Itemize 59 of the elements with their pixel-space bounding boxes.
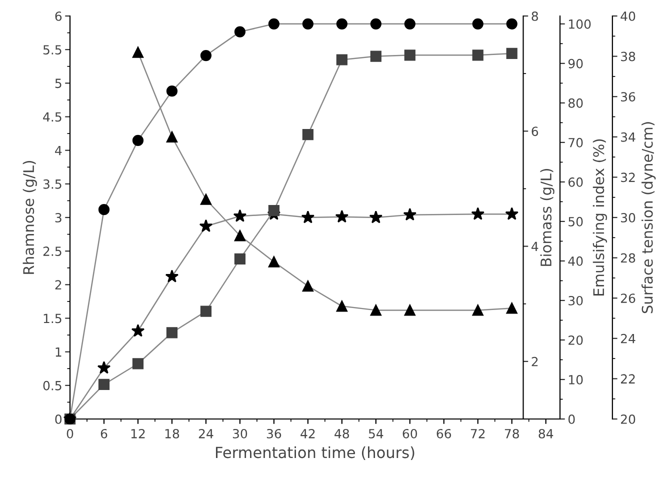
y-tick-label: 40: [620, 11, 636, 21]
y-tick-label: 20: [620, 414, 636, 424]
y-tick-label: 3.5: [43, 179, 62, 189]
x-tick-label: 60: [402, 428, 418, 438]
y-tick-label: 0.5: [43, 380, 62, 390]
y-tick-label: 6: [55, 11, 62, 21]
y3-tick-label: 100: [569, 19, 591, 29]
x-tick-label: 54: [368, 429, 384, 438]
y-tick-label: 32: [621, 172, 635, 182]
y3-tick-label: 30: [568, 296, 583, 306]
x-tick-label: 24: [198, 428, 214, 438]
y-tick-label: 38: [621, 52, 636, 62]
y-tick-label: 28: [620, 253, 636, 263]
x-tick-label: 18: [165, 428, 180, 438]
y3-tick-label: 0: [568, 414, 575, 424]
y-tick-label: 24: [620, 334, 636, 344]
y-tick-label: 2: [55, 280, 62, 290]
y3-tick-label: 40: [568, 256, 583, 266]
y2-tick-label: 8: [532, 11, 538, 21]
y3-tick-label: 20: [568, 335, 583, 345]
y-tick-label: 26: [620, 294, 636, 304]
y2-tick-label: 2: [532, 356, 538, 366]
x-tick-label: 36: [266, 428, 282, 438]
x-tick-label: 42: [300, 428, 315, 438]
y2-tick-label: 4: [532, 242, 538, 252]
y-tick-label: 1.5: [44, 314, 62, 324]
y-tick-label: 34: [621, 132, 636, 142]
y3-tick-label: 90: [568, 58, 583, 68]
x-tick-label: 84: [538, 428, 554, 438]
y-axis-title: Surface tension (dyne/cm): [642, 122, 656, 314]
y-tick-label: 30: [621, 212, 636, 222]
y-tick-label: 4: [55, 146, 62, 156]
x-tick-label: 48: [334, 428, 350, 438]
x-tick-label: 0: [66, 428, 74, 438]
y-tick-label: 5.5: [43, 45, 62, 55]
y2-axis-title: Biomass (g/L): [540, 168, 554, 266]
y3-tick-label: 60: [568, 177, 583, 187]
x-axis-title: Fermentation time (hours): [216, 446, 414, 460]
x-tick-label: 12: [131, 428, 145, 438]
y-tick-label: 5: [55, 78, 62, 88]
y-tick-label: 36: [621, 92, 636, 102]
x-tick-label: 72: [470, 428, 485, 438]
y3-tick-label: 50: [568, 216, 583, 226]
y3-tick-label: 80: [568, 98, 583, 108]
y3-tick-label: 10: [569, 374, 583, 384]
x-tick-label: 78: [504, 428, 519, 438]
y-tick-label: 4.5: [43, 112, 62, 122]
y-tick-label: 3: [55, 212, 62, 222]
y-tick-label: 1: [56, 347, 62, 357]
y-axis-title: Rhamnose (g/L): [22, 160, 37, 274]
y-tick-label: 2.5: [43, 246, 62, 256]
y3-tick-label: 70: [568, 138, 583, 148]
y-tick-label: 0: [55, 414, 62, 424]
x-tick-label: 6: [100, 428, 108, 438]
y2-tick-label: 6: [532, 126, 538, 136]
y3-axis-title: Emulsifying index (%): [592, 139, 607, 296]
y-tick-label: 22: [620, 374, 635, 384]
x-tick-label: 66: [436, 428, 452, 438]
x-tick-label: 30: [232, 428, 248, 438]
